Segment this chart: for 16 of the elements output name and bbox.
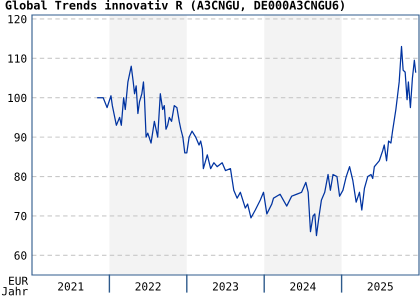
x-axis-title: Jahr [2, 286, 28, 296]
x-tick-label: 2024 [290, 282, 316, 291]
y-tick-label: 70 [14, 212, 26, 220]
chart-title: Global Trends innovativ R (A3CNGU, DE000A3CNGU6) [6, 0, 344, 12]
y-axis-title: EUR [9, 276, 28, 285]
y-tick-label: 120 [8, 14, 26, 24]
x-tick-label: 2023 [212, 282, 238, 291]
y-tick-label: 90 [14, 133, 26, 142]
y-tick-label: 100 [8, 94, 26, 102]
y-tick-label: 110 [8, 54, 26, 63]
x-tick-label: 2025 [368, 282, 393, 291]
y-tick-label: 80 [14, 172, 26, 181]
line-series [97, 46, 416, 236]
y-tick-label: 60 [14, 251, 26, 260]
x-tick-label: 2021 [58, 282, 84, 291]
x-tick-label: 2022 [136, 282, 161, 291]
